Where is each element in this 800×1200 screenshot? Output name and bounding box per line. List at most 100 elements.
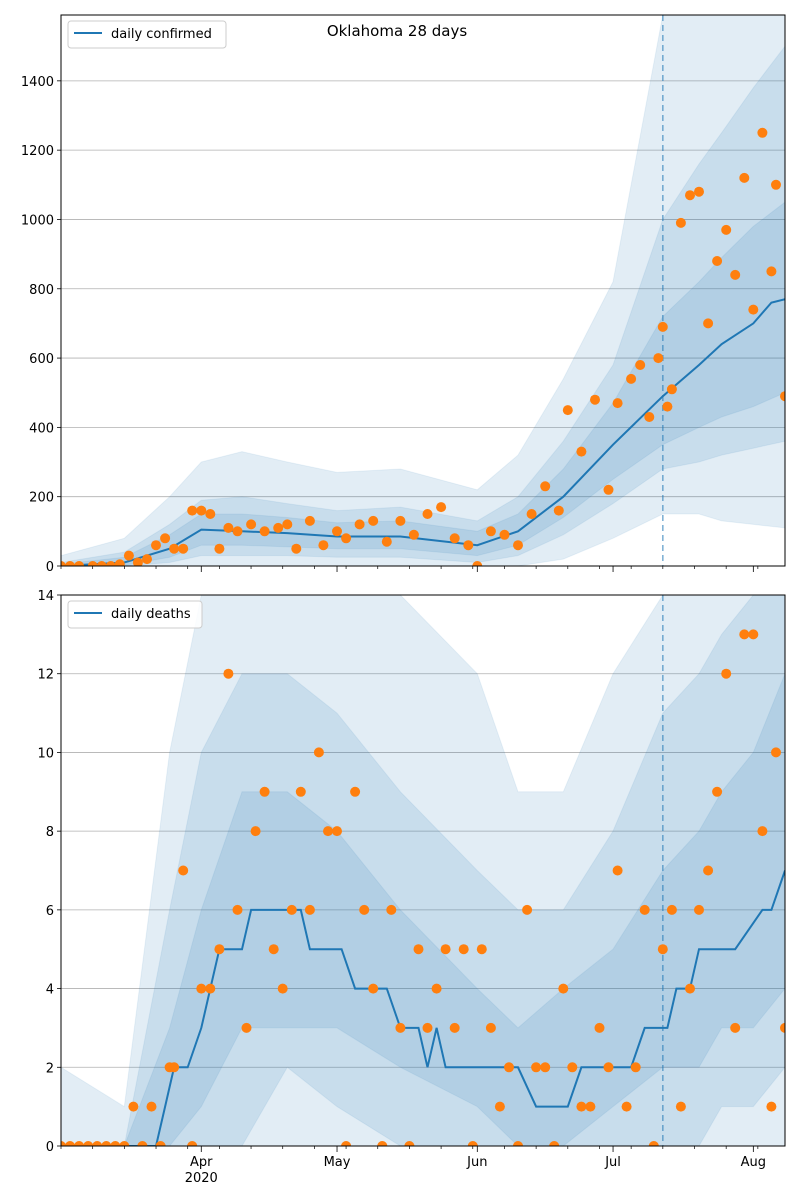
data-point	[499, 529, 510, 540]
data-point	[395, 515, 406, 526]
data-point	[123, 550, 134, 561]
data-point	[694, 904, 704, 915]
data-point	[277, 983, 288, 994]
data-point	[476, 944, 487, 955]
data-point	[766, 266, 777, 277]
data-point	[431, 983, 442, 994]
confirmed-axes-frame	[60, 14, 786, 567]
data-point	[246, 519, 257, 530]
y-tick-label: 1200	[21, 144, 54, 159]
data-point	[368, 983, 379, 994]
trend-line	[61, 298, 785, 566]
y-tick-label: 2	[46, 1061, 54, 1076]
data-point	[61, 561, 66, 566]
data-point	[685, 983, 695, 994]
data-point	[286, 904, 297, 915]
data-point	[694, 186, 704, 197]
data-point	[603, 1062, 614, 1073]
data-point	[467, 1141, 478, 1146]
data-point	[359, 904, 370, 915]
deaths-y-axis: 0 2 4 6 8 10 12 14	[37, 589, 61, 1155]
legend-label-daily-deaths: daily deaths	[111, 607, 191, 622]
y-tick-label: 4	[46, 983, 54, 998]
data-point	[178, 865, 189, 876]
x-tick-label: Jun	[466, 1155, 487, 1170]
data-point	[449, 1022, 460, 1033]
data-point	[666, 384, 677, 395]
data-point	[169, 1062, 180, 1073]
y-tick-label: 0	[46, 1140, 54, 1155]
axes-frame	[60, 594, 786, 1147]
data-point	[332, 526, 342, 537]
data-point	[341, 533, 352, 544]
data-point	[531, 1062, 542, 1073]
data-point	[553, 505, 564, 516]
uncertainty-band	[61, 15, 785, 566]
data-point	[223, 668, 234, 679]
data-point	[114, 559, 125, 566]
data-point	[101, 1141, 112, 1146]
data-point	[712, 256, 723, 266]
data-point	[644, 412, 655, 422]
x-year-label: 2020	[185, 1171, 218, 1186]
data-point	[151, 540, 161, 551]
chart-title: Oklahoma 28 days	[327, 22, 468, 40]
y-tick-label: 8	[46, 825, 54, 840]
data-point	[105, 561, 116, 566]
data-point	[626, 373, 637, 384]
data-point	[739, 629, 750, 640]
data-point	[603, 484, 614, 495]
data-point	[675, 1101, 686, 1112]
uncertainty-band	[61, 595, 785, 1146]
y-tick-label: 12	[37, 668, 54, 683]
uncertainty-band	[61, 201, 785, 566]
data-point	[196, 983, 207, 994]
data-point	[730, 269, 741, 280]
data-point	[268, 944, 279, 955]
data-point	[540, 481, 551, 492]
x-tick-label: Jul	[604, 1155, 621, 1170]
data-point	[187, 505, 198, 516]
data-point	[739, 172, 750, 183]
x-tick-label: Apr	[190, 1155, 213, 1170]
legend-label-daily-confirmed: daily confirmed	[111, 27, 212, 42]
data-point	[721, 668, 732, 679]
data-point	[730, 1022, 741, 1033]
data-point	[485, 526, 496, 537]
confirmed-x-axis	[60, 566, 759, 572]
data-point	[205, 983, 216, 994]
data-point	[558, 983, 569, 994]
data-point	[657, 321, 668, 332]
data-point	[513, 1141, 523, 1146]
data-point	[780, 1022, 785, 1033]
data-point	[128, 1101, 139, 1112]
data-point	[341, 1141, 352, 1146]
data-point	[223, 522, 234, 533]
data-point	[590, 394, 600, 405]
y-tick-label: 1000	[21, 213, 54, 228]
confirmed-data-points	[61, 127, 785, 566]
data-point	[413, 944, 424, 955]
data-point	[142, 554, 152, 565]
data-point	[178, 543, 189, 554]
data-point	[273, 522, 284, 533]
data-point	[576, 446, 587, 457]
data-point	[83, 1141, 94, 1146]
data-point	[137, 1141, 148, 1146]
data-point	[436, 502, 447, 513]
data-point	[350, 786, 361, 797]
data-point	[757, 826, 768, 837]
axes-frame	[60, 14, 786, 567]
data-point	[232, 904, 243, 915]
data-point	[504, 1062, 514, 1073]
x-tick-label: Aug	[741, 1155, 766, 1170]
data-point	[214, 543, 225, 554]
data-point	[205, 509, 216, 519]
data-point	[662, 401, 673, 412]
data-point	[780, 391, 785, 402]
data-point	[526, 509, 537, 519]
data-point	[449, 533, 460, 544]
